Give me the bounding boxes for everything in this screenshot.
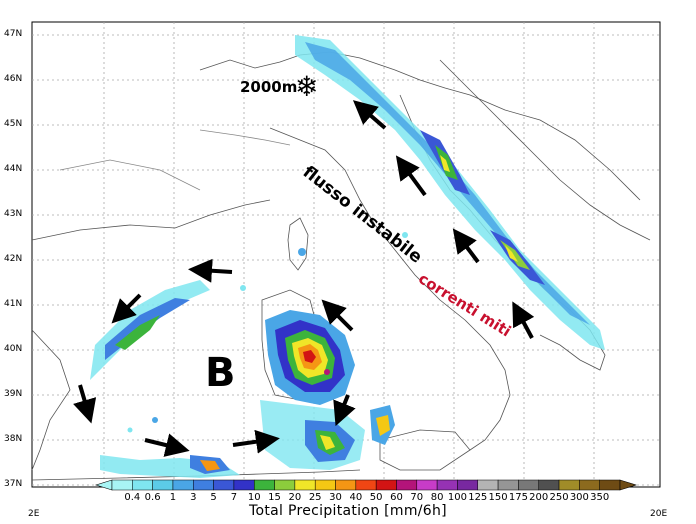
flow-arrow <box>232 429 280 454</box>
flow-arrow <box>111 293 142 324</box>
latitude-label: 47N <box>4 29 23 39</box>
colorbar-segment <box>518 479 539 491</box>
altitude-annotation: 2000m <box>240 78 298 96</box>
flow-arrow <box>73 384 97 424</box>
flow-arrow <box>188 258 233 283</box>
colorbar-segment <box>274 479 296 491</box>
colorbar-segment <box>355 479 377 491</box>
colorbar-tick-label: 50 <box>369 492 383 503</box>
latitude-label: 39N <box>4 389 23 399</box>
flow-arrow <box>144 433 190 457</box>
longitude-label: 2E <box>28 509 40 519</box>
colorbar-segment <box>538 479 560 491</box>
latitude-label: 43N <box>4 209 23 219</box>
colorbar-segment <box>314 479 336 491</box>
flow-arrow <box>333 394 356 427</box>
colorbar-segment <box>172 479 194 491</box>
colorbar-tick-label: 70 <box>410 492 424 503</box>
colorbar-tick-label: 175 <box>508 492 528 503</box>
colorbar-tick-label: 300 <box>569 492 589 503</box>
colorbar-tick-label: 25 <box>308 492 322 503</box>
latitude-label: 44N <box>4 164 23 174</box>
longitude-label: 20E <box>650 509 668 519</box>
colorbar-tick-label: 40 <box>349 492 363 503</box>
colorbar-tick-label: 125 <box>468 492 488 503</box>
colorbar <box>94 479 638 491</box>
colorbar-segment <box>477 479 499 491</box>
colorbar-tick-label: 30 <box>329 492 342 503</box>
colorbar-segment <box>416 479 438 491</box>
colorbar-segment <box>294 479 316 491</box>
flow-arrow <box>512 301 535 339</box>
colorbar-segment <box>335 479 357 491</box>
colorbar-segment <box>213 479 235 491</box>
colorbar-segment <box>599 479 621 491</box>
colorbar-segment <box>579 479 600 491</box>
colorbar-segment <box>111 479 133 491</box>
colorbar-tick-label: 200 <box>529 492 549 503</box>
snowflake-icon: ❄ <box>295 70 319 103</box>
colorbar-segment <box>558 479 580 491</box>
latitude-label: 37N <box>4 479 23 489</box>
colorbar-tick-label: 150 <box>488 492 508 503</box>
colorbar-tick-label: 250 <box>549 492 569 503</box>
colorbar-max-triangle <box>619 479 638 491</box>
latitude-label: 42N <box>4 254 23 264</box>
colorbar-title: Total Precipitation [mm/6h] <box>249 503 447 519</box>
flow-arrow <box>395 155 427 197</box>
colorbar-tick-label: 3 <box>190 492 197 503</box>
latitude-label: 45N <box>4 119 23 129</box>
colorbar-segment <box>396 479 418 491</box>
colorbar-tick-label: 0.6 <box>144 492 161 503</box>
colorbar-segment <box>253 479 275 491</box>
colorbar-segment <box>497 479 519 491</box>
flow-arrow <box>321 299 354 332</box>
latitude-label: 38N <box>4 434 23 444</box>
colorbar-tick-label: 0.4 <box>124 492 141 503</box>
colorbar-segment <box>457 479 479 491</box>
colorbar-tick-label: 20 <box>288 492 302 503</box>
colorbar-segment <box>193 479 214 491</box>
flow-arrow <box>352 100 387 130</box>
colorbar-tick-label: 7 <box>230 492 238 503</box>
colorbar-tick-label: 15 <box>268 492 281 503</box>
latitude-label: 40N <box>4 344 23 354</box>
colorbar-tick-label: 100 <box>447 492 467 503</box>
precipitation-field <box>90 35 605 478</box>
flow-arrow <box>452 228 480 264</box>
colorbar-tick-label: 350 <box>590 492 610 503</box>
colorbar-segment <box>233 479 255 491</box>
low-pressure-label: B <box>205 350 236 396</box>
colorbar-segment <box>152 479 174 491</box>
colorbar-segment <box>436 479 458 491</box>
colorbar-tick-label: 5 <box>210 492 217 503</box>
colorbar-tick-label: 1 <box>169 492 177 503</box>
colorbar-segment <box>132 479 153 491</box>
colorbar-tick-label: 80 <box>430 492 444 503</box>
latitude-label: 46N <box>4 74 23 84</box>
colorbar-tick-label: 10 <box>247 492 261 503</box>
colorbar-tick-label: 60 <box>390 492 403 503</box>
colorbar-segment <box>375 479 397 491</box>
latitude-label: 41N <box>4 299 23 309</box>
